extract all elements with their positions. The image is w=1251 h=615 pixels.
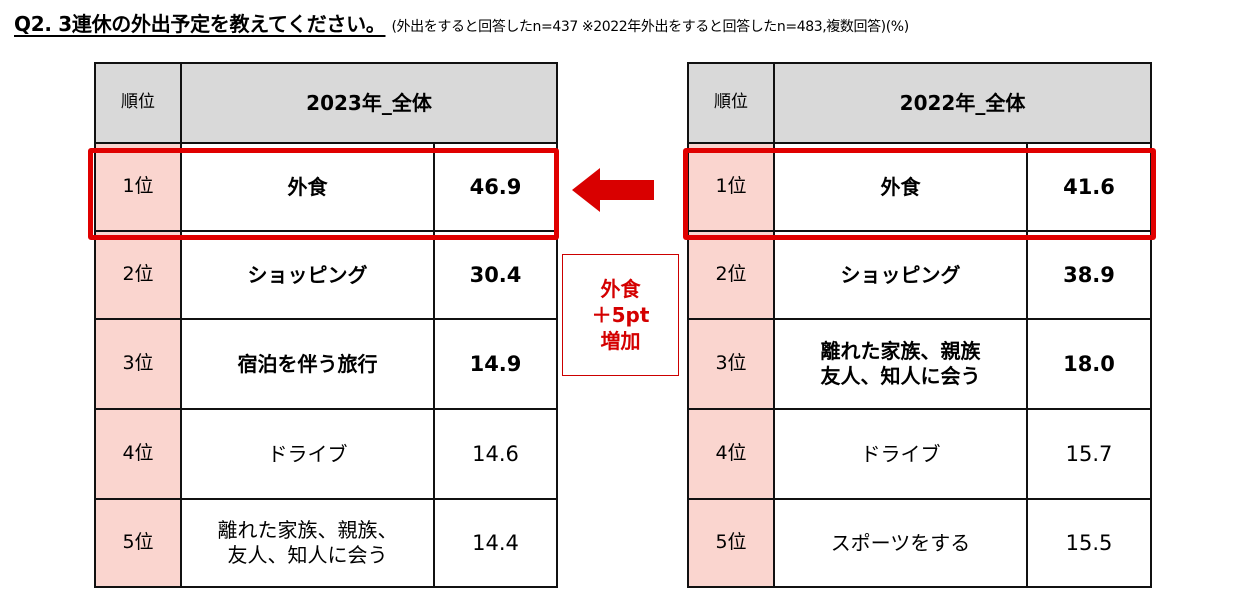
rank-label: 5位 bbox=[687, 498, 775, 588]
callout-line: 外食 bbox=[600, 277, 641, 301]
item-value: 46.9 bbox=[433, 142, 558, 232]
item-label: 離れた家族、親族 友人、知人に会う bbox=[773, 318, 1028, 410]
table-row: 1位 外食 41.6 bbox=[687, 142, 1152, 232]
rank-label: 1位 bbox=[687, 142, 775, 232]
table-header-row: 順位 2022年_全体 bbox=[687, 62, 1152, 144]
year-header: 2022年_全体 bbox=[773, 62, 1152, 144]
year-header: 2023年_全体 bbox=[180, 62, 558, 144]
item-value: 38.9 bbox=[1026, 230, 1152, 320]
callout-line: ＋5pt bbox=[591, 303, 650, 327]
left-arrow-icon bbox=[572, 168, 654, 212]
item-value: 15.5 bbox=[1026, 498, 1152, 588]
question-note: (外出をすると回答したn=437 ※2022年外出をすると回答したn=483,複… bbox=[391, 19, 910, 35]
rank-label: 1位 bbox=[94, 142, 182, 232]
rank-label: 4位 bbox=[94, 408, 182, 500]
item-label-line: 離れた家族、親族 bbox=[820, 339, 981, 363]
item-label: ドライブ bbox=[773, 408, 1028, 500]
item-label: 宿泊を伴う旅行 bbox=[180, 318, 435, 410]
callout-line: 増加 bbox=[600, 329, 641, 353]
rank-header: 順位 bbox=[94, 62, 182, 144]
rank-header: 順位 bbox=[687, 62, 775, 144]
table-row: 3位 離れた家族、親族 友人、知人に会う 18.0 bbox=[687, 318, 1152, 410]
ranking-table-2023: 順位 2023年_全体 1位 外食 46.9 2位 ショッピング 30.4 3位… bbox=[94, 62, 558, 588]
item-label: スポーツをする bbox=[773, 498, 1028, 588]
item-label: ドライブ bbox=[180, 408, 435, 500]
item-value: 30.4 bbox=[433, 230, 558, 320]
table-header-row: 順位 2023年_全体 bbox=[94, 62, 558, 144]
table-row: 5位 離れた家族、親族、 友人、知人に会う 14.4 bbox=[94, 498, 558, 588]
page-title: Q2. 3連休の外出予定を教えてください。 (外出をすると回答したn=437 ※2… bbox=[14, 8, 1244, 42]
table-row: 1位 外食 46.9 bbox=[94, 142, 558, 232]
item-label-line: 離れた家族、親族、 bbox=[217, 518, 398, 542]
rank-label: 3位 bbox=[94, 318, 182, 410]
ranking-table-2022: 順位 2022年_全体 1位 外食 41.6 2位 ショッピング 38.9 3位… bbox=[687, 62, 1152, 588]
table-row: 4位 ドライブ 15.7 bbox=[687, 408, 1152, 500]
item-label: 離れた家族、親族、 友人、知人に会う bbox=[180, 498, 435, 588]
question-title: Q2. 3連休の外出予定を教えてください。 bbox=[14, 12, 386, 36]
rank-label: 5位 bbox=[94, 498, 182, 588]
item-value: 15.7 bbox=[1026, 408, 1152, 500]
item-label: 外食 bbox=[180, 142, 435, 232]
item-label: ショッピング bbox=[773, 230, 1028, 320]
table-row: 4位 ドライブ 14.6 bbox=[94, 408, 558, 500]
item-value: 41.6 bbox=[1026, 142, 1152, 232]
table-row: 3位 宿泊を伴う旅行 14.9 bbox=[94, 318, 558, 410]
rank-label: 2位 bbox=[94, 230, 182, 320]
item-value: 14.9 bbox=[433, 318, 558, 410]
item-label-line: 友人、知人に会う bbox=[820, 364, 981, 388]
item-label: 外食 bbox=[773, 142, 1028, 232]
rank-label: 2位 bbox=[687, 230, 775, 320]
table-row: 2位 ショッピング 30.4 bbox=[94, 230, 558, 320]
increase-callout: 外食 ＋5pt 増加 bbox=[562, 254, 679, 376]
item-value: 18.0 bbox=[1026, 318, 1152, 410]
rank-label: 3位 bbox=[687, 318, 775, 410]
table-row: 2位 ショッピング 38.9 bbox=[687, 230, 1152, 320]
item-label-line: 友人、知人に会う bbox=[227, 543, 388, 567]
rank-label: 4位 bbox=[687, 408, 775, 500]
item-label: ショッピング bbox=[180, 230, 435, 320]
item-value: 14.4 bbox=[433, 498, 558, 588]
item-value: 14.6 bbox=[433, 408, 558, 500]
table-row: 5位 スポーツをする 15.5 bbox=[687, 498, 1152, 588]
